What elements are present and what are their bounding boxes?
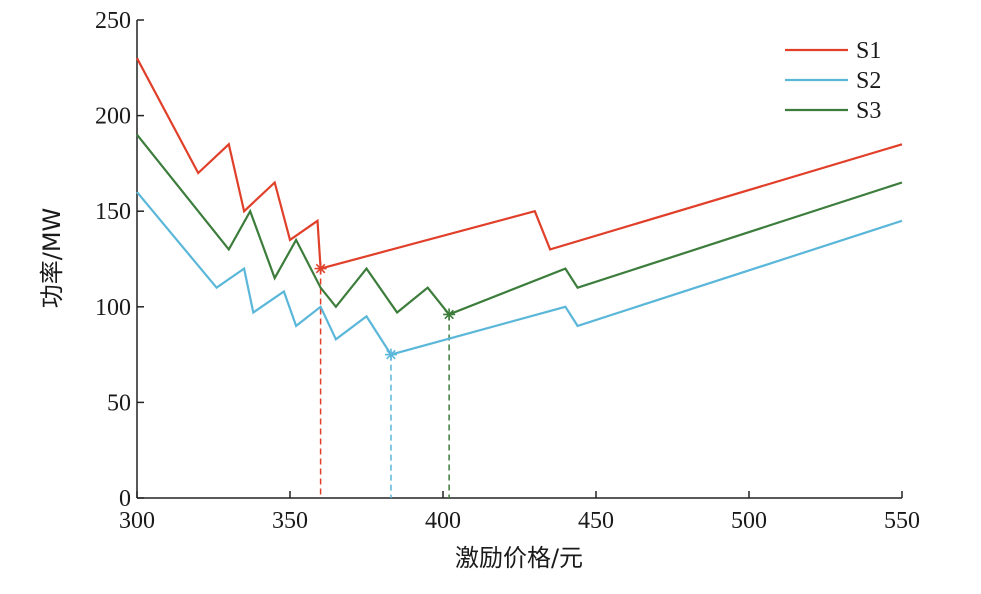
y-tick-label: 50 xyxy=(107,390,131,416)
series-line-s1 xyxy=(136,57,903,271)
optimum-guides xyxy=(319,268,450,498)
optimum-marker-s1 xyxy=(314,262,327,275)
series-line-s3 xyxy=(136,134,903,316)
optimum-marker-s3 xyxy=(443,308,456,321)
series-lines xyxy=(136,57,903,356)
x-tick-label: 500 xyxy=(731,508,767,534)
y-tick-label: 0 xyxy=(119,486,131,512)
marker-stroke xyxy=(315,263,326,274)
marker-stroke xyxy=(444,309,454,320)
x-tick-label: 300 xyxy=(119,508,155,534)
y-tick-label: 100 xyxy=(95,295,131,321)
optimum-markers xyxy=(314,262,456,361)
y-axis-label: 功率/MW xyxy=(38,208,66,309)
legend-label-s3: S3 xyxy=(856,98,881,124)
y-tick-label: 200 xyxy=(95,104,131,130)
series-line-s2 xyxy=(136,191,903,356)
y-tick-label: 250 xyxy=(95,8,131,34)
legend-label-s2: S2 xyxy=(856,68,881,94)
x-tick-label: 350 xyxy=(272,508,308,534)
optimum-marker-s2 xyxy=(384,348,397,361)
x-tick-label: 550 xyxy=(884,508,920,534)
x-tick-label: 400 xyxy=(425,508,461,534)
marker-stroke xyxy=(386,349,396,360)
x-axis-label: 激励价格/元 xyxy=(455,544,583,572)
x-tick-label: 450 xyxy=(578,508,614,534)
y-tick-label: 150 xyxy=(95,199,131,225)
axes: 0 50 100 150 200 250 300 350 400 450 500 550 xyxy=(95,8,920,534)
legend-label-s1: S1 xyxy=(856,38,881,64)
legend: S1 S2 S3 xyxy=(785,38,881,124)
